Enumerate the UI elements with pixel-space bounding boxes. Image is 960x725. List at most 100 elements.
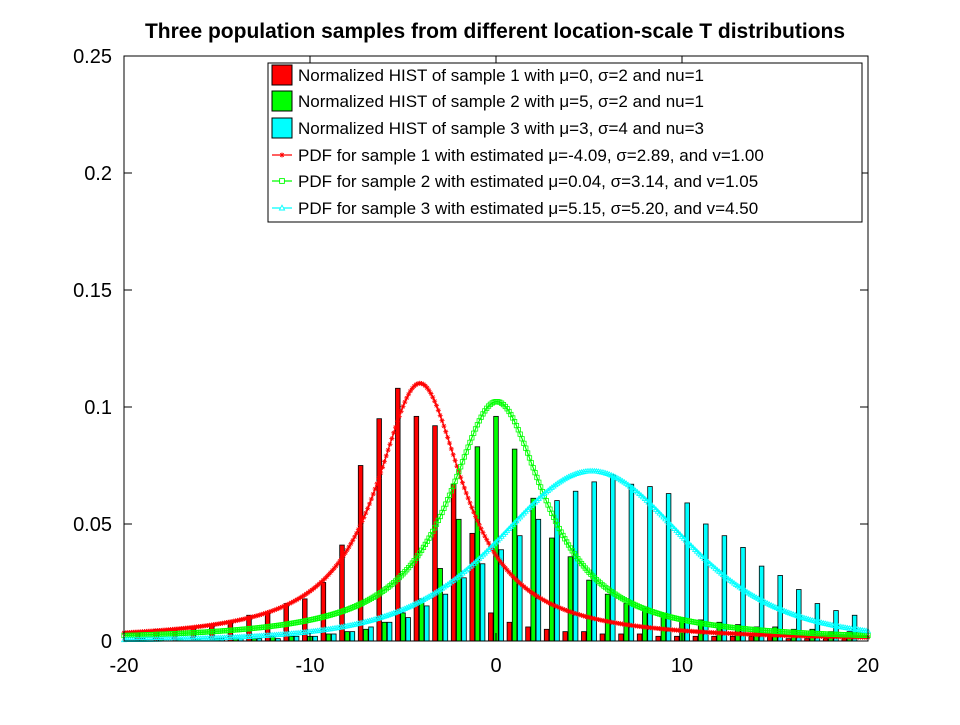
pdf-marker xyxy=(381,459,387,465)
x-tick-label: 10 xyxy=(671,655,693,677)
histogram-bar xyxy=(325,633,332,642)
pdf-marker xyxy=(288,600,294,606)
pdf-marker xyxy=(370,616,377,623)
histogram-bar xyxy=(729,635,736,642)
pdf-marker xyxy=(651,504,658,510)
histogram-bar xyxy=(386,621,393,642)
pdf-marker xyxy=(385,447,391,453)
pdf-marker xyxy=(287,601,293,607)
pdf-marker xyxy=(445,434,451,440)
pdf-marker xyxy=(465,495,471,501)
pdf-marker xyxy=(553,603,559,609)
pdf-marker xyxy=(344,547,350,553)
pdf-marker xyxy=(381,613,388,619)
pdf-marker xyxy=(461,485,467,491)
histogram-bar xyxy=(655,635,661,642)
pdf-marker xyxy=(504,567,510,573)
histogram-bar xyxy=(525,626,531,642)
histogram-bar xyxy=(418,598,425,642)
pdf-marker xyxy=(567,472,574,479)
pdf-marker xyxy=(251,613,257,619)
pdf-marker xyxy=(569,471,576,478)
pdf-marker xyxy=(463,566,470,573)
legend-entry-label: Normalized HIST of sample 1 with μ=0, σ=… xyxy=(298,66,704,85)
pdf-marker xyxy=(353,620,360,627)
pdf-marker xyxy=(452,478,458,484)
histogram-bar xyxy=(572,490,579,642)
histogram-bar xyxy=(357,465,364,642)
pdf-marker xyxy=(530,591,536,597)
pdf-marker xyxy=(407,388,413,394)
histogram-bar xyxy=(692,635,699,642)
histogram-bar xyxy=(506,621,513,642)
pdf-marker xyxy=(537,493,544,500)
pdf-marker xyxy=(298,594,304,600)
pdf-marker xyxy=(470,560,477,566)
pdf-marker xyxy=(396,607,403,614)
pdf-marker xyxy=(247,614,253,620)
pdf-marker xyxy=(461,568,468,574)
pdf-marker xyxy=(506,569,512,575)
pdf-marker xyxy=(424,385,430,391)
pdf-marker xyxy=(292,598,298,604)
pdf-marker xyxy=(446,579,453,586)
pdf-marker xyxy=(261,611,266,617)
pdf-marker xyxy=(467,500,473,506)
pdf-marker xyxy=(665,519,673,526)
pdf-marker xyxy=(266,609,272,615)
histogram-bar xyxy=(461,577,467,642)
pdf-marker xyxy=(513,577,519,583)
histogram-bar xyxy=(344,631,350,642)
pdf-marker xyxy=(413,382,419,388)
pdf-marker xyxy=(318,579,324,585)
pdf-marker xyxy=(664,517,671,524)
pdf-marker xyxy=(375,614,382,621)
histogram-bar xyxy=(535,518,542,642)
pdf-marker xyxy=(595,617,601,623)
pdf-marker xyxy=(534,593,540,599)
histogram-bar xyxy=(405,617,411,642)
chart-title: Three population samples from different … xyxy=(145,20,845,43)
pdf-marker xyxy=(465,565,472,571)
pdf-marker xyxy=(335,561,341,567)
histogram-bar xyxy=(424,605,430,642)
pdf-marker xyxy=(238,617,244,623)
pdf-marker xyxy=(582,613,588,619)
pdf-marker xyxy=(497,558,503,564)
pdf-marker xyxy=(435,407,441,413)
pdf-marker xyxy=(360,618,368,625)
pdf-marker xyxy=(541,597,547,603)
pdf-marker xyxy=(554,604,560,610)
pdf-marker xyxy=(329,568,335,574)
histogram-bar xyxy=(618,633,624,642)
pdf-marker xyxy=(499,560,505,566)
pdf-marker xyxy=(380,464,386,470)
pdf-marker xyxy=(575,611,581,617)
pdf-marker xyxy=(677,531,684,537)
pdf-marker xyxy=(285,601,291,607)
histogram-sample-1 xyxy=(134,387,847,642)
histogram-bar xyxy=(400,612,406,642)
histogram-bar xyxy=(349,631,356,642)
y-tick-label: 0.1 xyxy=(84,397,112,419)
pdf-marker xyxy=(461,454,467,460)
histogram-bar xyxy=(479,563,486,642)
pdf-marker xyxy=(386,611,394,617)
legend-entry-label: Normalized HIST of sample 3 with μ=3, σ=… xyxy=(298,119,704,138)
pdf-marker xyxy=(495,555,501,561)
x-tick-label: -20 xyxy=(110,655,139,677)
pdf-marker xyxy=(357,619,364,626)
pdf-marker xyxy=(684,538,691,545)
pdf-marker xyxy=(368,496,374,502)
histogram-bar xyxy=(530,497,536,642)
pdf-marker xyxy=(274,606,280,612)
pdf-marker xyxy=(580,613,586,619)
pdf-marker xyxy=(579,612,585,618)
pdf-marker xyxy=(370,491,376,497)
pdf-marker xyxy=(577,612,583,618)
pdf-marker xyxy=(667,521,674,528)
pdf-marker xyxy=(296,596,302,602)
pdf-marker xyxy=(457,571,464,577)
pdf-marker xyxy=(264,610,270,616)
